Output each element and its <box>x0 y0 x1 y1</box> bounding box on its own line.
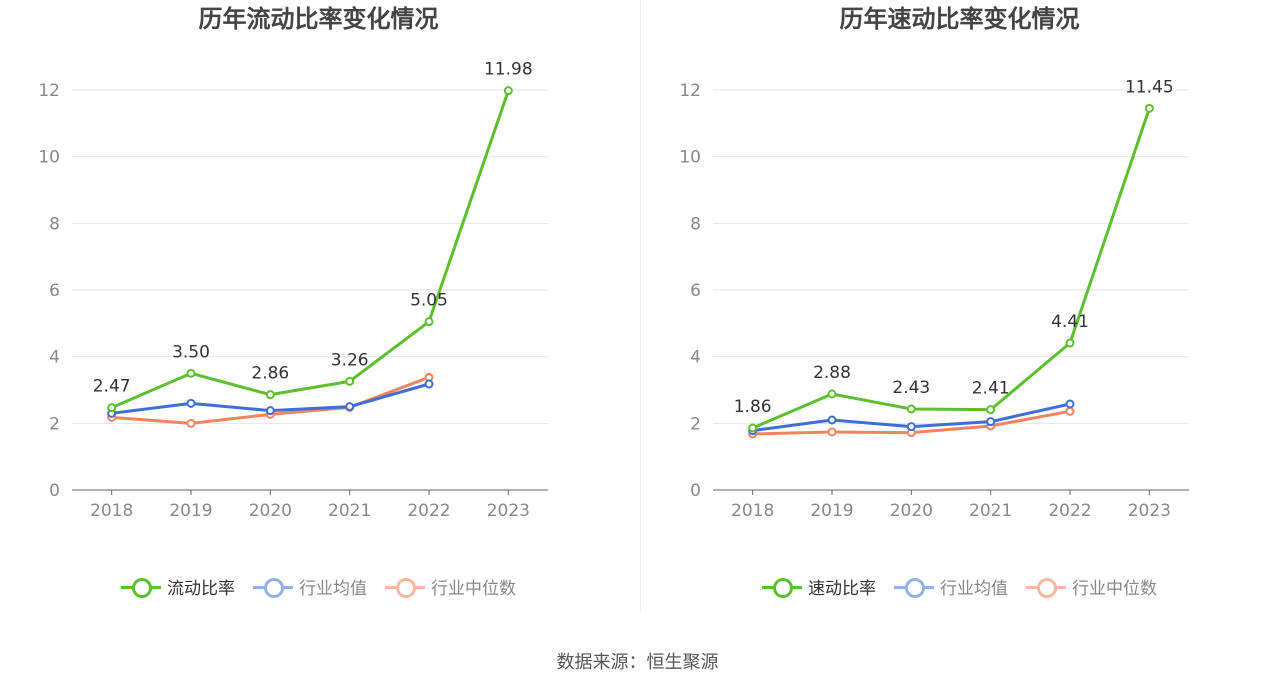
legend-swatch-icon <box>385 577 425 598</box>
legend-item-series-3[interactable]: 行业中位数 <box>1026 574 1157 599</box>
chart-panel-quick-ratio: 历年速动比率变化情况 0 2 4 6 8 10 12 2018 2019 2020 2021 2022… <box>641 0 1275 620</box>
data-label: 11.98 <box>484 60 533 80</box>
chart-current-ratio: 0 2 4 6 8 10 12 2018 2019 2020 2021 2022 2023 2.47 3.5… <box>38 60 548 521</box>
data-point <box>186 398 196 408</box>
data-point <box>345 402 355 412</box>
data-label: 3.26 <box>331 350 369 370</box>
legend-swatch-icon <box>762 577 802 598</box>
x-tick-label: 2020 <box>249 501 292 521</box>
legend: 流动比率 行业均值 行业中位数 <box>0 574 637 599</box>
x-tick-label: 2018 <box>90 501 133 521</box>
chart-panel-current-ratio: 历年流动比率变化情况 0 2 4 6 8 10 12 2018 2019 2020 2021 2022… <box>0 0 637 620</box>
x-tick-label: 2022 <box>1048 501 1091 521</box>
y-tick-label: 2 <box>49 414 60 434</box>
source-note: 数据来源：恒生聚源 <box>556 652 719 673</box>
data-point <box>1065 399 1075 409</box>
legend-item-series-2[interactable]: 行业均值 <box>894 574 1008 599</box>
data-label: 5.05 <box>410 291 448 311</box>
x-tick-label: 2018 <box>731 501 774 521</box>
series-line <box>111 90 510 410</box>
chart-title: 历年流动比率变化情况 <box>198 5 439 33</box>
x-tick-label: 2021 <box>969 501 1012 521</box>
y-tick-label: 4 <box>49 348 60 368</box>
x-tick-label: 2019 <box>169 501 212 521</box>
legend-label: 行业中位数 <box>431 579 516 599</box>
data-point <box>906 404 916 414</box>
data-point <box>186 418 196 428</box>
y-tick-label: 4 <box>690 348 701 368</box>
data-point <box>265 390 275 400</box>
legend-swatch-icon <box>1026 577 1066 598</box>
panel-divider <box>640 0 641 612</box>
legend-swatch-icon <box>253 577 293 598</box>
x-tick-label: 2020 <box>890 501 933 521</box>
data-label: 2.47 <box>93 377 131 397</box>
y-tick-label: 6 <box>49 281 60 301</box>
legend-item-series-1[interactable]: 流动比率 <box>121 574 235 599</box>
legend-item-series-2[interactable]: 行业均值 <box>253 574 367 599</box>
x-tick-label: 2023 <box>1128 501 1171 521</box>
y-tick-label: 0 <box>49 481 60 501</box>
y-tick-label: 10 <box>679 148 701 168</box>
chart-quick-ratio: 0 2 4 6 8 10 12 2018 2019 2020 2021 2022 2023 1.86 2.8… <box>679 77 1189 521</box>
legend-label: 速动比率 <box>808 579 876 599</box>
legend-label: 流动比率 <box>167 579 235 599</box>
y-tick-label: 0 <box>690 481 701 501</box>
data-label: 4.41 <box>1051 312 1089 332</box>
legend-label: 行业中位数 <box>1072 579 1157 599</box>
data-point <box>1065 406 1075 416</box>
data-point <box>503 86 513 96</box>
legend-label: 行业均值 <box>940 579 1008 599</box>
data-label: 1.86 <box>734 397 772 417</box>
y-tick-label: 12 <box>38 81 60 101</box>
data-label: 2.41 <box>972 379 1010 399</box>
y-tick-label: 10 <box>38 148 60 168</box>
data-point <box>107 403 117 413</box>
data-label: 11.45 <box>1125 77 1174 97</box>
y-tick-label: 8 <box>690 214 701 234</box>
legend-label: 行业均值 <box>299 579 367 599</box>
y-tick-label: 8 <box>49 214 60 234</box>
x-tick-label: 2019 <box>810 501 853 521</box>
data-point <box>424 317 434 327</box>
data-point <box>424 379 434 389</box>
y-tick-label: 2 <box>690 414 701 434</box>
y-tick-label: 6 <box>690 281 701 301</box>
y-tick-label: 12 <box>679 81 701 101</box>
data-point <box>265 406 275 416</box>
legend: 速动比率 行业均值 行业中位数 <box>641 574 1275 599</box>
data-point <box>827 427 837 437</box>
x-tick-label: 2021 <box>328 501 371 521</box>
data-label: 2.43 <box>892 378 930 398</box>
data-label: 3.50 <box>172 342 210 362</box>
data-point <box>906 422 916 432</box>
data-point <box>827 389 837 399</box>
legend-swatch-icon <box>894 577 934 598</box>
data-point <box>186 368 196 378</box>
chart-title: 历年速动比率变化情况 <box>839 5 1080 33</box>
data-point <box>1065 338 1075 348</box>
legend-item-series-3[interactable]: 行业中位数 <box>385 574 516 599</box>
x-tick-label: 2023 <box>487 501 530 521</box>
data-point <box>986 417 996 427</box>
data-label: 2.86 <box>251 364 289 384</box>
series-line <box>752 107 1151 430</box>
legend-swatch-icon <box>121 577 161 598</box>
data-point <box>345 376 355 386</box>
legend-item-series-1[interactable]: 速动比率 <box>762 574 876 599</box>
data-point <box>986 405 996 415</box>
data-point <box>748 423 758 433</box>
x-tick-label: 2022 <box>407 501 450 521</box>
data-point <box>827 415 837 425</box>
data-label: 2.88 <box>813 363 851 383</box>
data-point <box>1144 103 1154 113</box>
